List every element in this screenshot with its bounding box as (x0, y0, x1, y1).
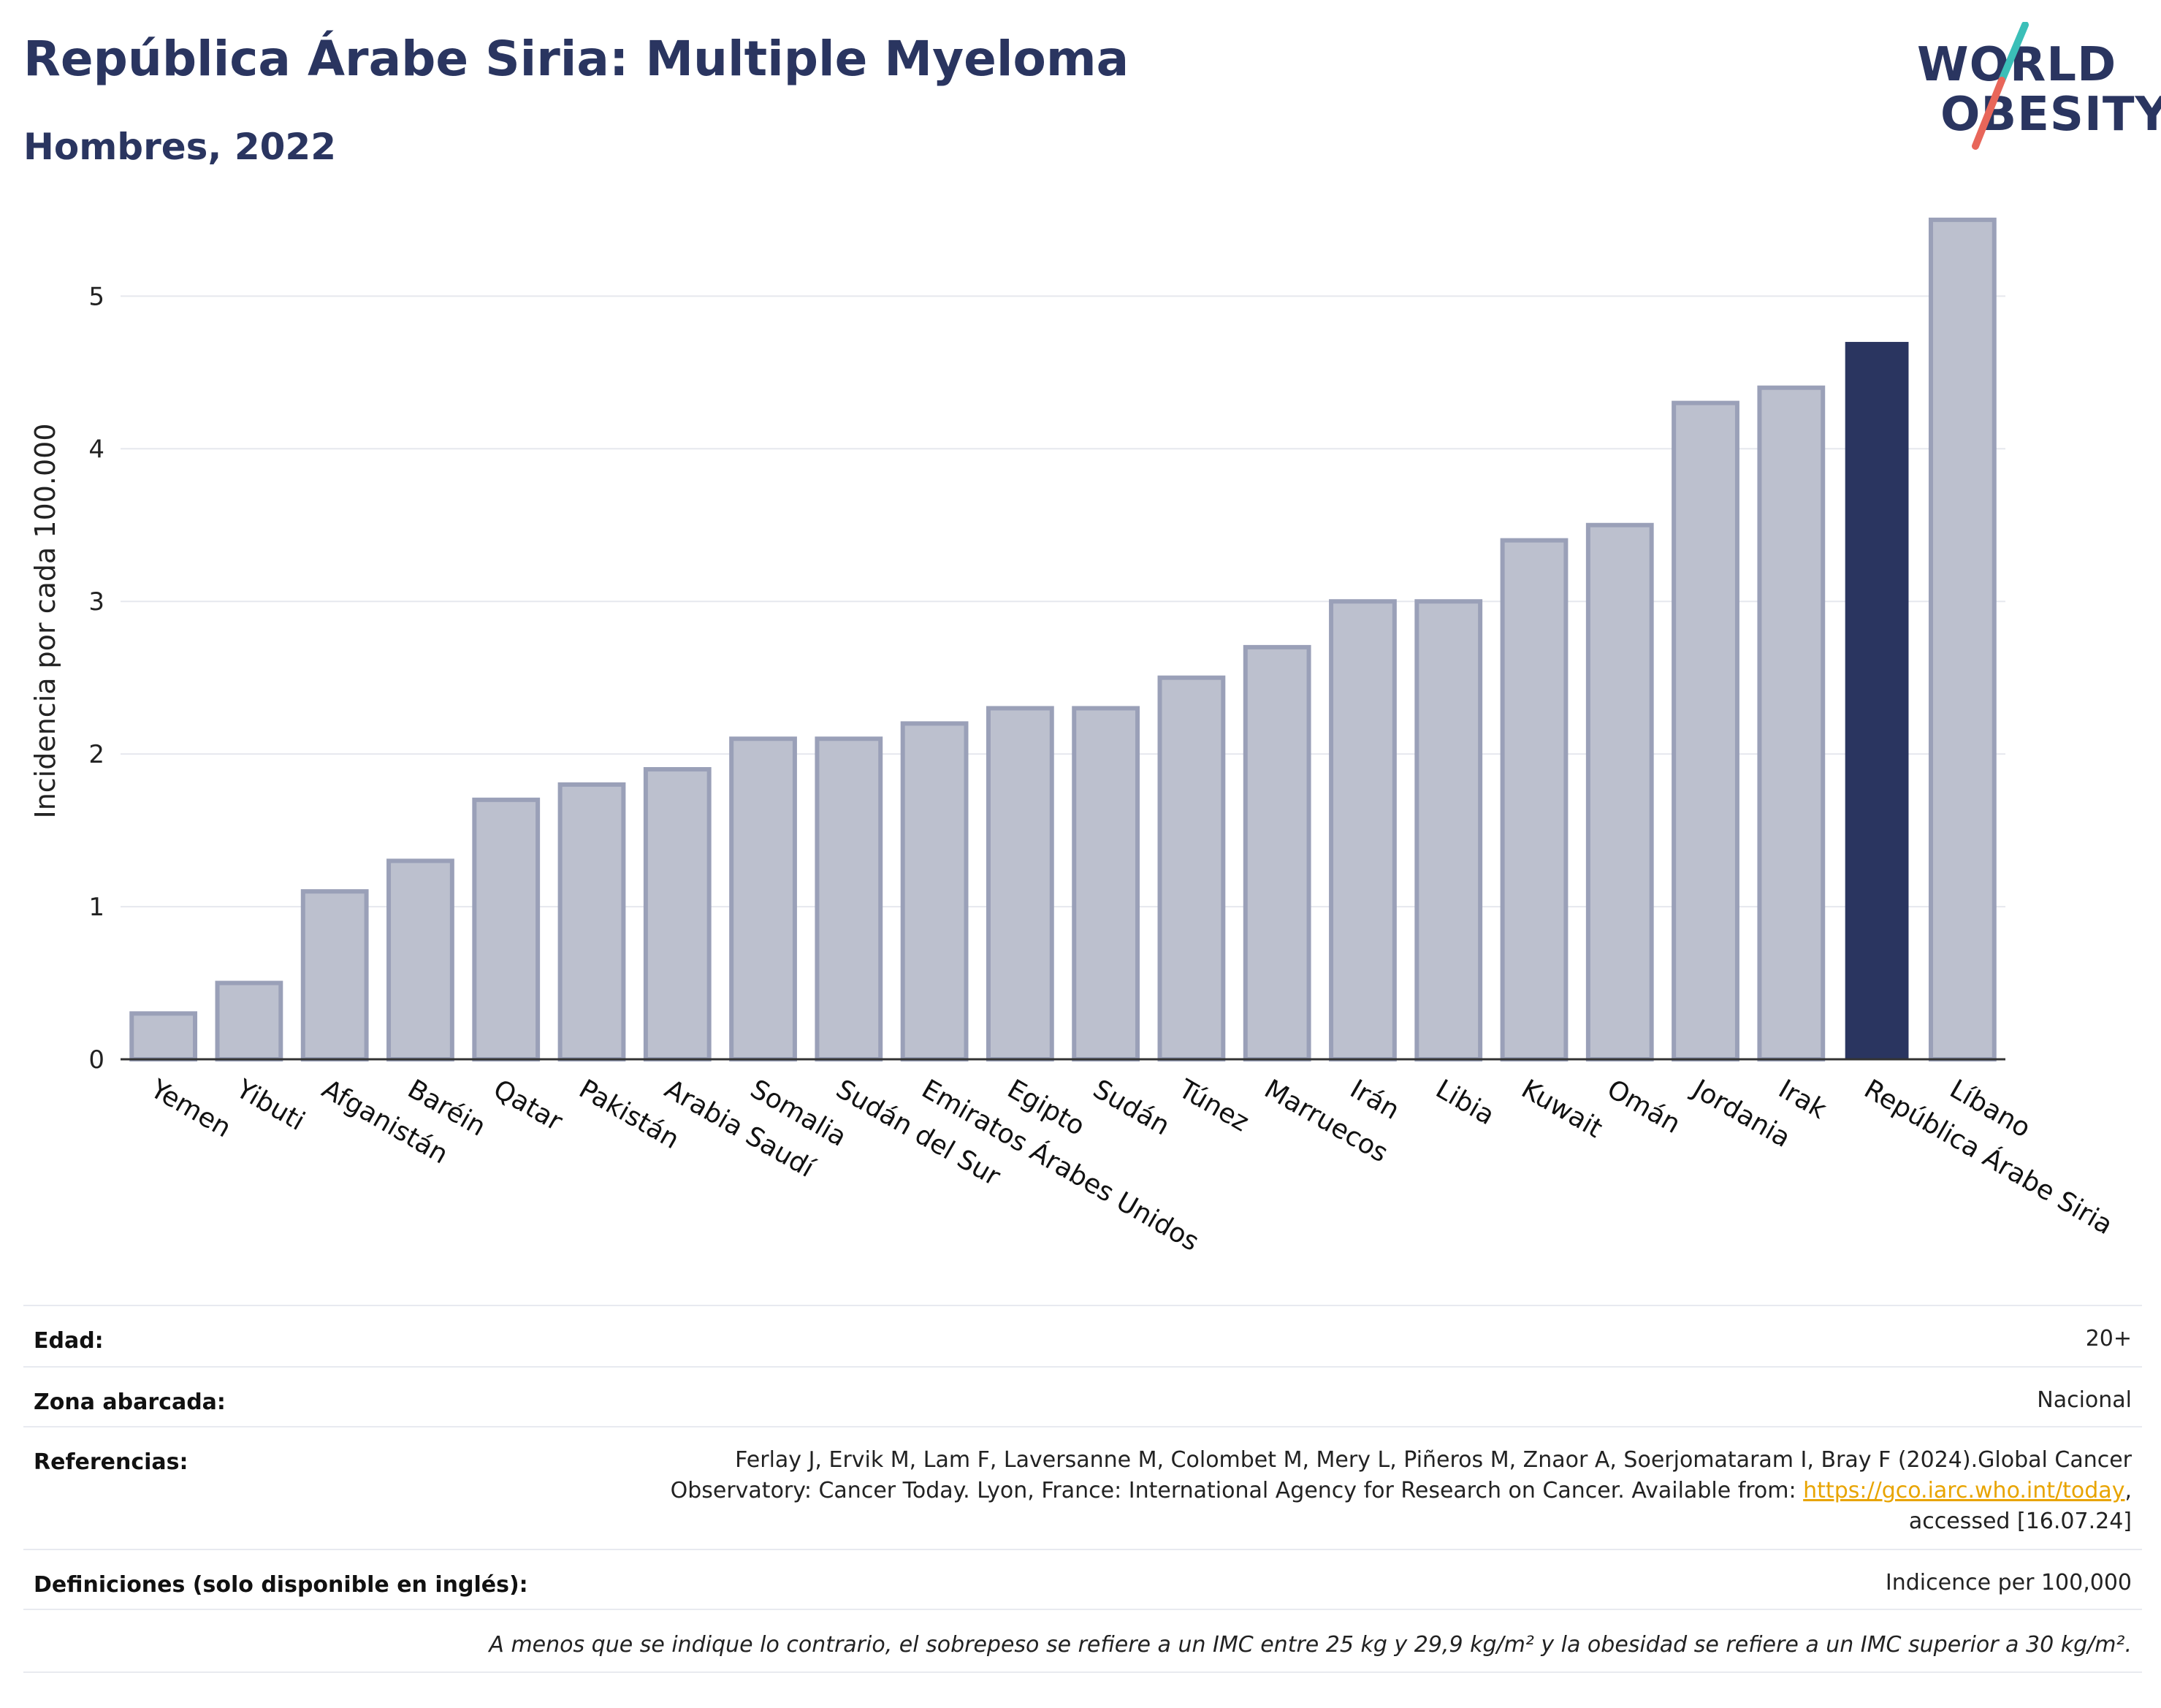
bar-baréin[interactable] (386, 858, 454, 1062)
x-tick-label: Túnez (1173, 1074, 1254, 1138)
bar-somalia[interactable] (729, 736, 797, 1061)
x-tick-label: Irak (1773, 1074, 1832, 1125)
meta-key: Referencias: (34, 1449, 188, 1475)
bar-kuwait[interactable] (1500, 538, 1569, 1061)
y-tick-label: 2 (88, 740, 104, 769)
meta-value: Ferlay J, Ervik M, Lam F, Laversanne M, … (670, 1447, 2132, 1534)
meta-row: Edad: 20+ (23, 1305, 2142, 1368)
meta-value: Nacional (2037, 1387, 2132, 1413)
meta-key: Zona abarcada: (34, 1389, 226, 1415)
bar-sudán-del-sur[interactable] (815, 736, 883, 1061)
y-tick-label: 0 (88, 1045, 104, 1075)
bar-república-árabe-siria[interactable] (1845, 342, 1909, 1059)
meta-key: Edad: (34, 1328, 104, 1354)
bar-jordania[interactable] (1672, 400, 1739, 1062)
y-tick-label: 1 (88, 893, 104, 922)
meta-row: Definiciones (solo disponible en inglés)… (23, 1549, 2142, 1610)
meta-value: 20+ (2085, 1326, 2132, 1351)
bar-afganistán[interactable] (300, 889, 369, 1062)
logo-slash-icon (1972, 22, 2029, 150)
bar-yemen[interactable] (129, 1011, 198, 1061)
y-tick-label: 3 (88, 587, 104, 617)
x-tick-label: Irán (1345, 1074, 1404, 1126)
page-title: República Árabe Siria: Multiple Myeloma (23, 31, 1129, 87)
bar-qatar[interactable] (472, 797, 541, 1061)
bar-arabia-saudí[interactable] (643, 767, 712, 1061)
x-tick-label: Qatar (488, 1074, 567, 1137)
bar-emiratos-árabes-unidos[interactable] (900, 721, 969, 1061)
bar-sudán[interactable] (1072, 706, 1140, 1061)
footnote: A menos que se indique lo contrario, el … (489, 1632, 2132, 1658)
bar-pakistán[interactable] (557, 782, 626, 1062)
meta-row: Referencias: Ferlay J, Ervik M, Lam F, La… (23, 1426, 2142, 1550)
bar-egipto[interactable] (986, 706, 1054, 1061)
x-tick-label: Omán (1602, 1074, 1685, 1140)
meta-note-row: A menos que se indique lo contrario, el … (23, 1609, 2142, 1671)
x-tick-label: Yemen (145, 1074, 236, 1144)
x-tick-label: Yibuti (231, 1074, 310, 1137)
meta-row: Zona abarcada: Nacional (23, 1366, 2142, 1427)
x-tick-label: Jordania (1686, 1073, 1795, 1154)
bar-libia[interactable] (1414, 599, 1483, 1061)
x-tick-label: Sudán (1088, 1074, 1175, 1141)
x-tick-label: Libia (1430, 1074, 1499, 1131)
table-bottom-border (23, 1671, 2142, 1673)
bar-yibuti[interactable] (215, 980, 283, 1062)
bar-irak[interactable] (1757, 385, 1826, 1061)
y-axis-label: Incidencia por cada 100.000 (29, 423, 61, 818)
page-subtitle: Hombres, 2022 (23, 126, 336, 168)
y-tick-label: 4 (88, 435, 104, 464)
x-tick-label: Kuwait (1517, 1074, 1608, 1144)
reference-link[interactable]: https://gco.iarc.who.int/today (1803, 1478, 2125, 1503)
bar-irán[interactable] (1329, 599, 1397, 1061)
bar-líbano[interactable] (1928, 217, 1997, 1062)
world-obesity-logo: WORLD OBESITY (1899, 22, 2161, 161)
y-tick-label: 5 (88, 282, 104, 311)
bar-túnez[interactable] (1157, 675, 1226, 1061)
meta-key: Definiciones (solo disponible en inglés)… (34, 1572, 528, 1598)
bar-omán[interactable] (1585, 522, 1654, 1061)
meta-value: Indicence per 100,000 (1885, 1570, 2132, 1595)
bar-marruecos[interactable] (1243, 644, 1311, 1061)
